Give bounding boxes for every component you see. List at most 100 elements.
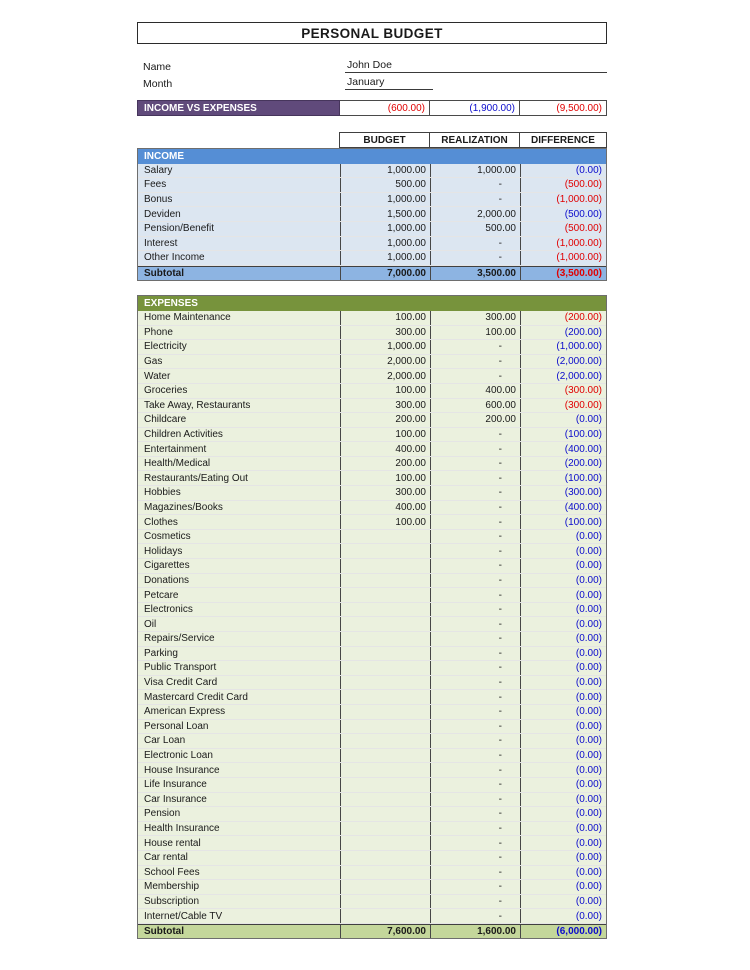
difference-cell[interactable]: (0.00) xyxy=(520,909,606,923)
row-label-cell[interactable]: Take Away, Restaurants xyxy=(138,398,340,413)
budget-cell[interactable]: 200.00 xyxy=(340,456,430,471)
row-label-cell[interactable]: Repairs/Service xyxy=(138,632,340,646)
realization-cell[interactable]: 3,500.00 xyxy=(430,266,520,281)
column-header-realization[interactable]: REALIZATION xyxy=(429,132,520,148)
realization-cell[interactable]: 2,000.00 xyxy=(430,207,520,221)
difference-cell[interactable]: (0.00) xyxy=(520,792,606,807)
budget-cell[interactable]: 1,000.00 xyxy=(340,251,430,265)
difference-cell[interactable]: (0.00) xyxy=(520,163,606,178)
difference-cell[interactable]: (300.00) xyxy=(520,486,606,500)
row-label-cell[interactable]: Clothes xyxy=(138,515,340,529)
row-label-cell[interactable]: Interest xyxy=(138,236,340,251)
row-label-cell[interactable]: Deviden xyxy=(138,207,340,221)
realization-cell[interactable]: - xyxy=(430,632,520,646)
budget-cell[interactable] xyxy=(340,807,430,821)
row-label-cell[interactable]: Holidays xyxy=(138,544,340,559)
budget-cell[interactable]: 1,000.00 xyxy=(340,340,430,354)
budget-cell[interactable] xyxy=(340,734,430,748)
realization-cell[interactable]: - xyxy=(430,850,520,865)
budget-cell[interactable] xyxy=(340,602,430,617)
realization-cell[interactable]: - xyxy=(430,646,520,661)
budget-cell[interactable] xyxy=(340,704,430,719)
budget-cell[interactable] xyxy=(340,544,430,559)
difference-cell[interactable]: (0.00) xyxy=(520,690,606,704)
row-label-cell[interactable]: Childcare xyxy=(138,413,340,427)
realization-cell[interactable]: - xyxy=(430,340,520,354)
realization-cell[interactable]: - xyxy=(430,178,520,192)
budget-cell[interactable] xyxy=(340,559,430,573)
difference-cell[interactable]: (0.00) xyxy=(520,894,606,909)
row-label-cell[interactable]: Electricity xyxy=(138,340,340,354)
realization-cell[interactable]: - xyxy=(430,456,520,471)
row-label-cell[interactable]: Other Income xyxy=(138,251,340,265)
realization-cell[interactable]: - xyxy=(430,836,520,850)
budget-cell[interactable] xyxy=(340,617,430,631)
budget-cell[interactable]: 7,000.00 xyxy=(340,266,430,281)
budget-cell[interactable] xyxy=(340,821,430,836)
budget-cell[interactable]: 2,000.00 xyxy=(340,369,430,383)
realization-cell[interactable]: - xyxy=(430,807,520,821)
difference-cell[interactable]: (200.00) xyxy=(520,456,606,471)
row-label-cell[interactable]: Cosmetics xyxy=(138,529,340,544)
difference-cell[interactable]: (1,000.00) xyxy=(520,251,606,265)
row-label-cell[interactable]: Visa Credit Card xyxy=(138,675,340,690)
row-label-cell[interactable]: Groceries xyxy=(138,383,340,398)
realization-cell[interactable]: - xyxy=(430,427,520,442)
budget-cell[interactable]: 100.00 xyxy=(340,427,430,442)
budget-cell[interactable] xyxy=(340,573,430,588)
row-label-cell[interactable]: Home Maintenance xyxy=(138,310,340,325)
budget-cell[interactable] xyxy=(340,909,430,923)
income-section-header[interactable]: INCOME xyxy=(138,149,606,164)
difference-cell[interactable]: (0.00) xyxy=(520,836,606,850)
realization-cell[interactable]: - xyxy=(430,529,520,544)
difference-cell[interactable]: (100.00) xyxy=(520,427,606,442)
difference-cell[interactable]: (3,500.00) xyxy=(520,266,606,281)
row-label-cell[interactable]: Gas xyxy=(138,354,340,369)
difference-cell[interactable]: (0.00) xyxy=(520,763,606,777)
difference-cell[interactable]: (500.00) xyxy=(520,178,606,192)
row-label-cell[interactable]: Parking xyxy=(138,646,340,661)
budget-cell[interactable]: 1,500.00 xyxy=(340,207,430,221)
realization-cell[interactable]: 400.00 xyxy=(430,383,520,398)
realization-cell[interactable]: - xyxy=(430,719,520,734)
budget-cell[interactable] xyxy=(340,792,430,807)
budget-cell[interactable] xyxy=(340,880,430,894)
budget-cell[interactable]: 1,000.00 xyxy=(340,192,430,207)
realization-cell[interactable]: - xyxy=(430,369,520,383)
budget-cell[interactable] xyxy=(340,865,430,880)
budget-cell[interactable] xyxy=(340,763,430,777)
difference-cell[interactable]: (300.00) xyxy=(520,398,606,413)
difference-cell[interactable]: (0.00) xyxy=(520,821,606,836)
realization-cell[interactable]: - xyxy=(430,602,520,617)
difference-cell[interactable]: (100.00) xyxy=(520,471,606,486)
realization-cell[interactable]: - xyxy=(430,251,520,265)
budget-cell[interactable] xyxy=(340,836,430,850)
budget-cell[interactable]: 1,000.00 xyxy=(340,236,430,251)
difference-cell[interactable]: (0.00) xyxy=(520,559,606,573)
budget-cell[interactable]: 2,000.00 xyxy=(340,354,430,369)
budget-cell[interactable]: 100.00 xyxy=(340,515,430,529)
difference-cell[interactable]: (0.00) xyxy=(520,880,606,894)
realization-cell[interactable]: 500.00 xyxy=(430,221,520,236)
budget-cell[interactable]: 100.00 xyxy=(340,471,430,486)
budget-cell[interactable]: 300.00 xyxy=(340,486,430,500)
realization-cell[interactable]: - xyxy=(430,192,520,207)
budget-cell[interactable] xyxy=(340,661,430,675)
row-label-cell[interactable]: Entertainment xyxy=(138,442,340,456)
difference-cell[interactable]: (1,000.00) xyxy=(520,236,606,251)
difference-cell[interactable]: (400.00) xyxy=(520,500,606,515)
budget-cell[interactable] xyxy=(340,529,430,544)
realization-cell[interactable]: 1,600.00 xyxy=(430,924,520,939)
row-label-cell[interactable]: Public Transport xyxy=(138,661,340,675)
budget-cell[interactable] xyxy=(340,748,430,763)
realization-cell[interactable]: - xyxy=(430,821,520,836)
column-header-difference[interactable]: DIFFERENCE xyxy=(519,132,607,148)
realization-cell[interactable]: 600.00 xyxy=(430,398,520,413)
realization-cell[interactable]: - xyxy=(430,573,520,588)
row-label-cell[interactable]: House Insurance xyxy=(138,763,340,777)
income-vs-expenses-label[interactable]: INCOME VS EXPENSES xyxy=(137,100,340,116)
summary-realization-cell[interactable]: (1,900.00) xyxy=(430,100,520,116)
budget-cell[interactable]: 7,600.00 xyxy=(340,924,430,939)
realization-cell[interactable]: - xyxy=(430,734,520,748)
realization-cell[interactable]: - xyxy=(430,236,520,251)
